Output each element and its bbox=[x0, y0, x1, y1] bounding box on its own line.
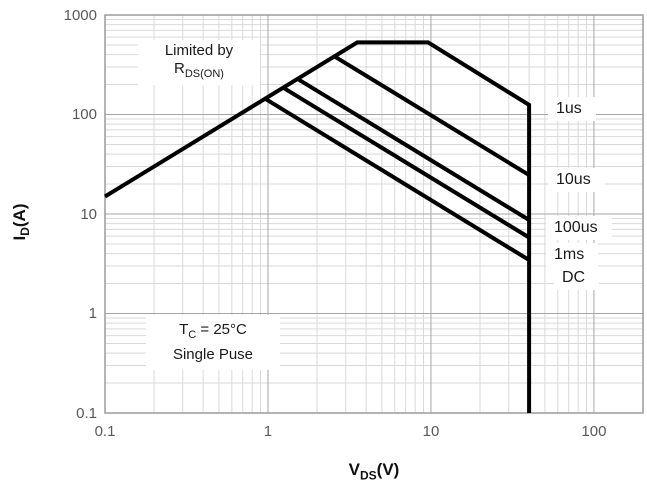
curve-label-dc: DC bbox=[554, 266, 600, 290]
curve-1ms bbox=[282, 85, 531, 240]
annotation-limited-by: Limited by RDS(ON) bbox=[138, 40, 260, 85]
y-tick-100: 100 bbox=[71, 106, 97, 123]
y-tick-10: 10 bbox=[80, 205, 97, 223]
y-axis-title: ID(A) bbox=[9, 203, 33, 241]
annotation-limited-by-line2: RDS(ON) bbox=[174, 59, 224, 80]
plot-border bbox=[104, 14, 644, 414]
x-axis-title: VDS(V) bbox=[348, 460, 400, 483]
curve-DC bbox=[264, 96, 531, 262]
curve-100us bbox=[296, 77, 531, 222]
x-tick-100: 100 bbox=[581, 423, 607, 440]
curve-1us bbox=[103, 40, 532, 413]
curve-label-100us: 100us bbox=[546, 216, 612, 240]
x-tick-0.1: 0.1 bbox=[94, 423, 116, 440]
curve-label-1us: 1us bbox=[548, 97, 596, 121]
x-tick-10: 10 bbox=[422, 423, 440, 440]
annotation-conditions-line1: TC = 25°C bbox=[179, 321, 247, 341]
annotation-conditions: TC = 25°C Single Puse bbox=[146, 315, 280, 370]
annotation-limited-by-line1: Limited by bbox=[164, 42, 234, 59]
y-tick-1000: 1000 bbox=[63, 6, 97, 24]
annotation-conditions-line2: Single Puse bbox=[172, 345, 254, 363]
y-tick-1: 1 bbox=[88, 305, 97, 322]
y-tick-0.1: 0.1 bbox=[76, 404, 97, 422]
x-tick-1: 1 bbox=[263, 423, 273, 440]
curve-label-10us: 10us bbox=[548, 168, 605, 192]
curve-label-1ms: 1ms bbox=[546, 243, 599, 267]
curve-10us bbox=[333, 54, 531, 177]
